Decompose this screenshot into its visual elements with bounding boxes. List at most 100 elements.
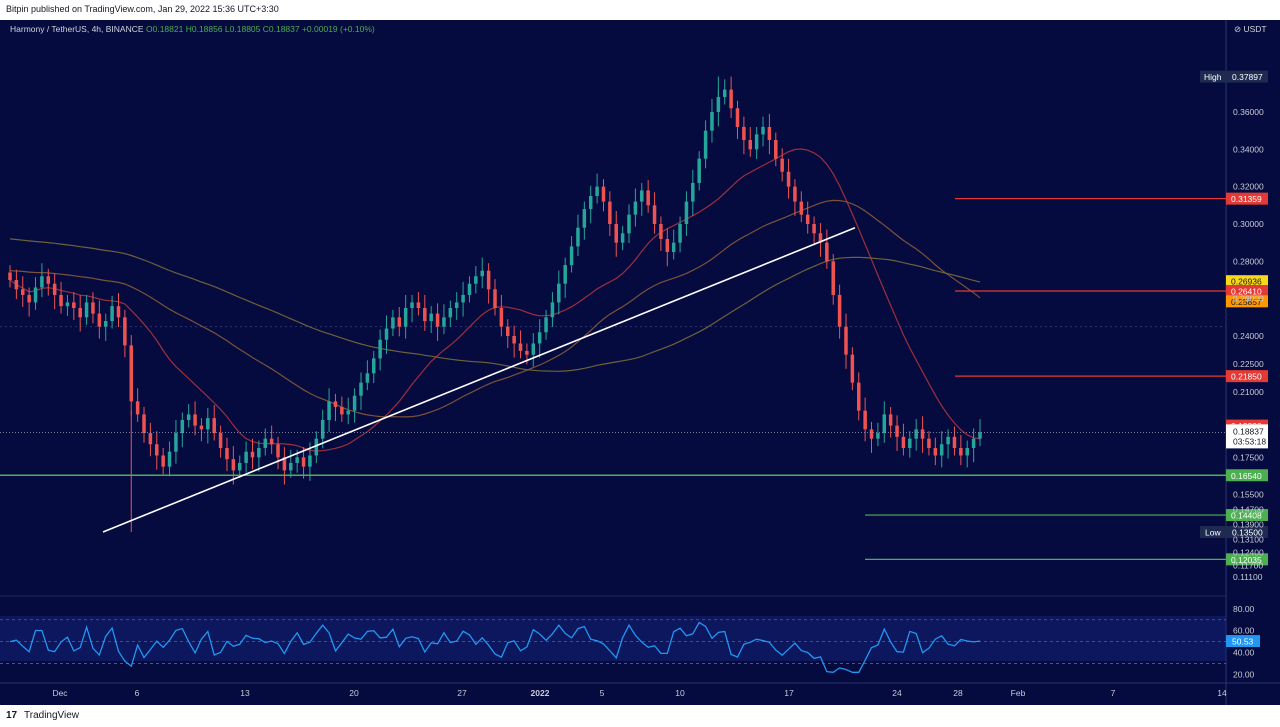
candle-body bbox=[461, 294, 465, 303]
time-tick-label: 5 bbox=[600, 688, 605, 698]
candle-body bbox=[920, 429, 925, 439]
candle-body bbox=[582, 209, 587, 228]
candle-body bbox=[225, 448, 229, 460]
candle-body bbox=[780, 158, 784, 172]
candle-body bbox=[486, 270, 491, 290]
candle-body bbox=[110, 306, 114, 322]
level-price-label: 0.31359 bbox=[1231, 194, 1262, 204]
candle-body bbox=[793, 186, 797, 202]
candle-body bbox=[882, 414, 887, 434]
candle-body bbox=[142, 414, 146, 434]
candle-body bbox=[946, 436, 950, 445]
candle-body bbox=[212, 418, 216, 434]
candle-body bbox=[888, 414, 893, 426]
candle-body bbox=[269, 438, 274, 445]
price-tick-label: 0.13900 bbox=[1233, 520, 1264, 530]
rsi-tick-label: 40.00 bbox=[1233, 648, 1255, 658]
candle-body bbox=[467, 283, 472, 295]
candle-body bbox=[633, 201, 638, 215]
chart-area[interactable]: 0.313590.269360.264100.258570.218500.192… bbox=[0, 20, 1280, 705]
candle-body bbox=[691, 182, 695, 202]
candle-body bbox=[244, 451, 248, 463]
candle-body bbox=[14, 280, 19, 290]
candle-body bbox=[569, 246, 574, 266]
level-price-tag bbox=[1226, 370, 1268, 383]
candle-body bbox=[435, 313, 440, 327]
time-axis[interactable]: Dec 6 13 20 27 2022 5 10 17 24 28 Feb 7 14 bbox=[52, 688, 1227, 698]
candle-body bbox=[563, 265, 567, 284]
time-tick-label: Dec bbox=[52, 688, 68, 698]
candle-body bbox=[518, 343, 523, 351]
candle-body bbox=[8, 272, 12, 280]
candle-body bbox=[499, 308, 504, 327]
candle-body bbox=[978, 432, 982, 439]
candle-body bbox=[493, 289, 497, 308]
candle-body bbox=[908, 438, 912, 448]
level-price-tag bbox=[1226, 295, 1268, 308]
rsi-value-label: 50.53 bbox=[1232, 637, 1254, 647]
high-value: 0.37897 bbox=[1232, 72, 1263, 82]
rsi-line bbox=[9, 621, 981, 673]
level-price-label: 0.16540 bbox=[1231, 471, 1262, 481]
candle-body bbox=[40, 276, 44, 288]
price-chart[interactable]: 0.313590.269360.264100.258570.218500.192… bbox=[0, 20, 1280, 705]
candle-body bbox=[665, 238, 670, 252]
rsi-tick-label: 80.00 bbox=[1233, 604, 1255, 614]
candle-body bbox=[684, 201, 689, 224]
currency-label: USDT bbox=[1243, 24, 1266, 34]
price-tick-label: 0.17500 bbox=[1233, 452, 1264, 462]
symbol-legend: Harmony / TetherUS, 4h, BINANCE bbox=[10, 24, 144, 34]
time-tick-label: 28 bbox=[953, 688, 963, 698]
candle-body bbox=[257, 448, 261, 458]
low-tag bbox=[1200, 526, 1268, 538]
candle-body bbox=[59, 294, 63, 307]
candle-body bbox=[384, 328, 389, 340]
candle-body bbox=[346, 410, 350, 415]
candle-body bbox=[371, 358, 376, 374]
candle-body bbox=[193, 414, 197, 426]
candle-body bbox=[416, 302, 421, 308]
candle-body bbox=[167, 451, 172, 467]
candle-body bbox=[378, 339, 382, 359]
candle-body bbox=[442, 317, 446, 327]
candle-body bbox=[959, 448, 963, 456]
candle-body bbox=[914, 429, 918, 439]
candle-body bbox=[276, 444, 280, 458]
candle-body bbox=[722, 89, 727, 98]
price-axis[interactable]: 0.313590.269360.264100.258570.218500.192… bbox=[1200, 70, 1268, 680]
candle-body bbox=[588, 196, 593, 210]
time-tick-label: 7 bbox=[1111, 688, 1116, 698]
candle-body bbox=[710, 112, 714, 131]
price-tick-label: 0.34000 bbox=[1233, 144, 1264, 154]
trendline[interactable] bbox=[102, 226, 856, 533]
price-pane[interactable] bbox=[0, 20, 1226, 595]
time-tick-label: 6 bbox=[135, 688, 140, 698]
candle-body bbox=[301, 457, 306, 467]
candle-body bbox=[550, 302, 555, 318]
candle-body bbox=[448, 308, 453, 318]
candle-body bbox=[397, 317, 402, 327]
price-tick-label: 0.26000 bbox=[1233, 294, 1264, 304]
candle-body bbox=[863, 410, 867, 430]
candle-body bbox=[123, 317, 127, 346]
time-tick-label: 20 bbox=[349, 688, 359, 698]
price-tick-label: 0.11100 bbox=[1233, 572, 1263, 582]
candle-body bbox=[27, 294, 31, 303]
axis-currency-label: ⊘ USDT bbox=[1234, 24, 1267, 34]
candle-body bbox=[735, 108, 740, 127]
candle-body bbox=[544, 317, 548, 333]
time-tick-label: 17 bbox=[784, 688, 794, 698]
rsi-tick-label: 60.00 bbox=[1233, 626, 1255, 636]
low-label: Low bbox=[1205, 528, 1221, 538]
current-price-label: 0.18837 bbox=[1233, 426, 1264, 436]
candle-body bbox=[659, 224, 663, 239]
time-tick-label: Feb bbox=[1011, 688, 1026, 698]
candle-body bbox=[754, 134, 759, 150]
candle-body bbox=[831, 261, 835, 295]
candle-body bbox=[525, 350, 529, 355]
ma-mid-line bbox=[9, 199, 981, 418]
support-resistance-lines bbox=[0, 198, 1226, 560]
level-price-tag bbox=[1226, 553, 1268, 566]
level-price-label: 0.26410 bbox=[1231, 287, 1262, 297]
tradingview-brand: TradingView bbox=[24, 710, 80, 721]
